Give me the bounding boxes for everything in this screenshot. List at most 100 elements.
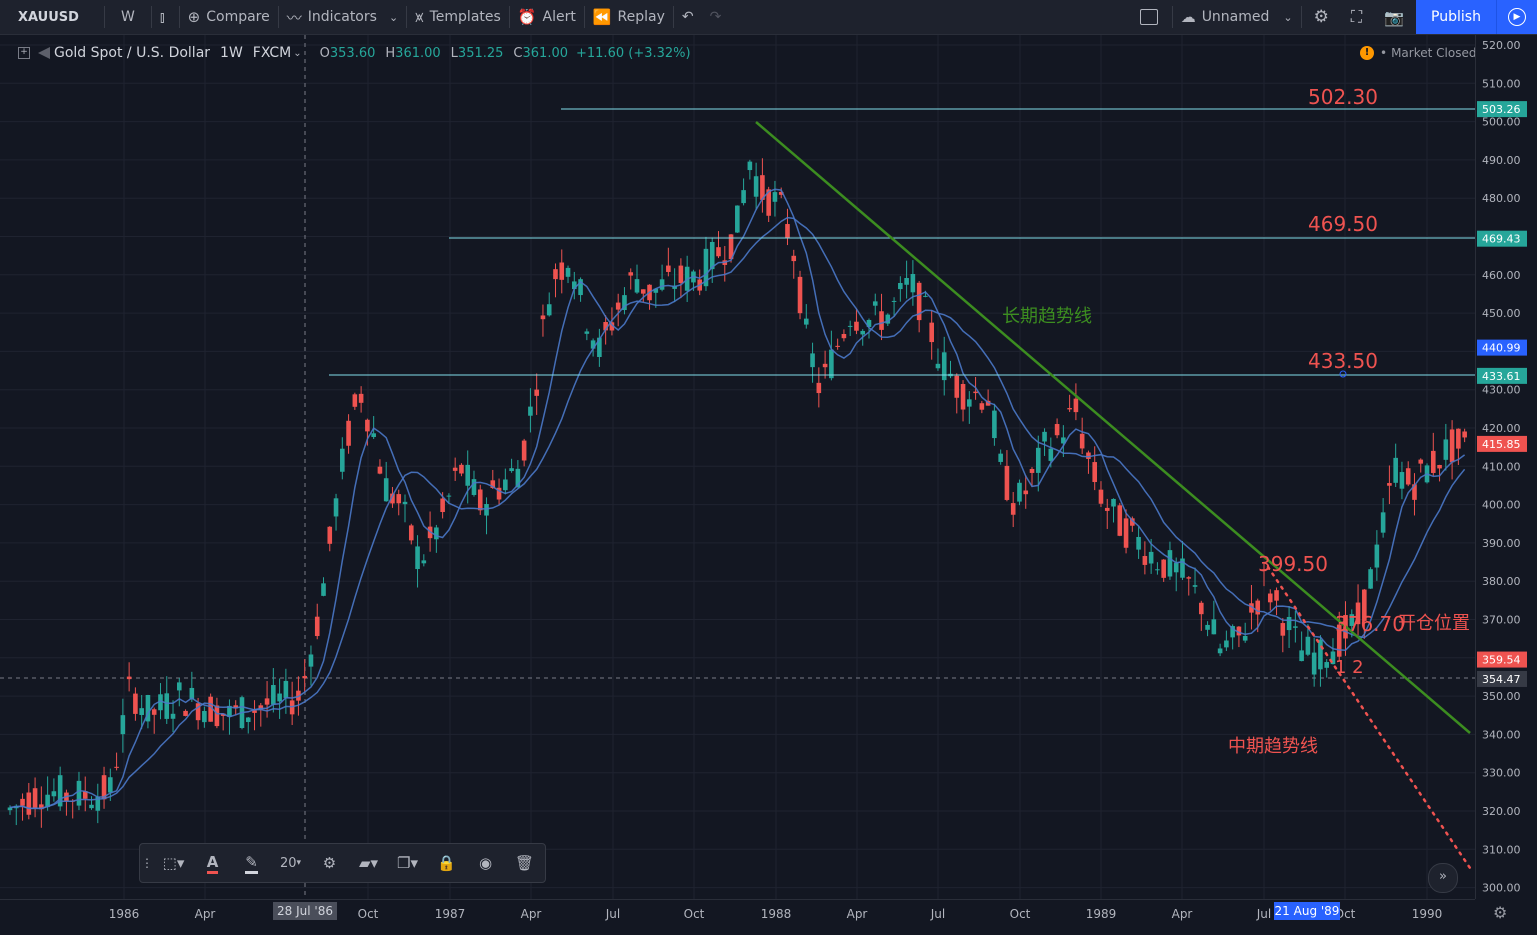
snapshot-button[interactable]: 📷 bbox=[1372, 0, 1416, 34]
expand-icon[interactable]: + bbox=[18, 47, 30, 59]
candle-body bbox=[634, 279, 640, 293]
time-tick: 1989 bbox=[1086, 907, 1117, 921]
trash-icon: 🗑 bbox=[514, 854, 535, 872]
line-color-button[interactable]: ✎ bbox=[232, 844, 271, 882]
undo-button[interactable]: ↶ bbox=[674, 0, 702, 34]
price-badge bbox=[1477, 230, 1527, 247]
candle-body bbox=[358, 393, 364, 403]
candle-body bbox=[51, 791, 57, 797]
candle-body bbox=[1437, 464, 1442, 469]
candle-body bbox=[628, 272, 634, 276]
time-axis[interactable]: 1986 Apr Oct 1987 Apr Jul Oct 1988 Apr Jul Oct 1989… bbox=[0, 899, 1475, 935]
candle-body bbox=[1324, 662, 1329, 668]
candle-body bbox=[1349, 614, 1355, 626]
clone-button[interactable]: ❐▾ bbox=[388, 844, 427, 882]
entry-label: 开仓位置 bbox=[1398, 613, 1470, 634]
lock-button[interactable]: 🔒 bbox=[427, 844, 466, 882]
candle-body bbox=[860, 330, 866, 335]
chevron-down-icon[interactable]: ⌄ bbox=[1283, 10, 1293, 24]
price-axis[interactable]: 520.00510.00500.00490.00480.00470.00460.… bbox=[1475, 35, 1537, 899]
play-button[interactable]: ▶ bbox=[1496, 0, 1537, 34]
redo-button[interactable]: ↷ bbox=[702, 0, 730, 34]
candle-body bbox=[1412, 484, 1417, 500]
chevron-down-icon[interactable]: ⌄ bbox=[388, 10, 399, 24]
template-button[interactable]: ⬚▾ bbox=[154, 844, 193, 882]
candle-body bbox=[772, 192, 778, 202]
candle-body bbox=[666, 265, 671, 272]
axis-settings-button[interactable]: ⚙ bbox=[1493, 903, 1507, 922]
candle-body bbox=[465, 464, 471, 486]
candle-body bbox=[415, 546, 420, 570]
candle-body bbox=[101, 775, 107, 800]
font-size-button[interactable]: 20 ▾ bbox=[271, 844, 310, 882]
candle-body bbox=[7, 807, 13, 811]
candle-body bbox=[490, 480, 496, 488]
scroll-to-realtime-button[interactable]: » bbox=[1428, 863, 1458, 893]
price-badge-label: 354.47 bbox=[1482, 673, 1521, 686]
candle-body bbox=[879, 311, 884, 330]
candle-body bbox=[1318, 639, 1323, 670]
candle-body bbox=[421, 560, 427, 564]
replay-button[interactable]: ⏪ Replay bbox=[585, 0, 673, 34]
candle-body bbox=[559, 262, 565, 280]
candle-body bbox=[145, 695, 151, 722]
publish-button[interactable]: Publish bbox=[1416, 0, 1496, 34]
candle-body bbox=[452, 467, 458, 471]
price-tick: 310.00 bbox=[1482, 843, 1521, 856]
chevron-down-icon[interactable]: ⌄ bbox=[293, 47, 302, 59]
indicators-button[interactable]: 〰 Indicators ⌄ bbox=[279, 0, 406, 34]
delete-button[interactable]: 🗑 bbox=[505, 844, 544, 882]
candle-body bbox=[728, 234, 734, 260]
divider bbox=[406, 6, 408, 28]
candle-body bbox=[1387, 483, 1392, 486]
candle-body bbox=[1462, 431, 1467, 438]
templates-button[interactable]: ⩙ Templates bbox=[407, 0, 509, 34]
candle-body bbox=[785, 224, 790, 239]
candle-body bbox=[1061, 437, 1066, 444]
candle-body bbox=[1211, 619, 1217, 635]
candle-body bbox=[829, 349, 834, 379]
candle-body bbox=[584, 331, 590, 334]
candle-body bbox=[998, 453, 1003, 462]
candle-body bbox=[1374, 544, 1380, 568]
high-label: H bbox=[385, 45, 396, 61]
hide-button[interactable]: ◉ bbox=[466, 844, 505, 882]
layout-button[interactable] bbox=[1126, 0, 1172, 34]
price-tick: 350.00 bbox=[1482, 690, 1521, 703]
fullscreen-button[interactable]: ⛶ bbox=[1341, 0, 1372, 34]
price-tick: 410.00 bbox=[1482, 460, 1521, 473]
symbol-search[interactable]: XAUUSD bbox=[18, 9, 79, 25]
cloud-icon: ☁ bbox=[1180, 8, 1196, 26]
settings-button[interactable]: ⚙ bbox=[1302, 0, 1341, 34]
candle-body bbox=[553, 269, 558, 280]
candle-body bbox=[1098, 489, 1104, 504]
level-label-469: 469.50 bbox=[1308, 212, 1378, 236]
candle-body bbox=[496, 487, 502, 500]
candle-body bbox=[847, 325, 853, 327]
candle-body bbox=[735, 205, 740, 233]
alert-button[interactable]: ⏰ Alert bbox=[510, 0, 584, 34]
alert-label: Alert bbox=[542, 9, 576, 25]
text-color-button[interactable]: A bbox=[193, 844, 232, 882]
interval-button[interactable]: W bbox=[121, 9, 135, 25]
price-chart[interactable]: 502.30 469.50 433.50 399.50 376.70 长期趋势线中期趋势线… bbox=[0, 35, 1475, 899]
copy-icon: ❐▾ bbox=[397, 854, 418, 872]
change-value: +11.60 (+3.32%) bbox=[576, 45, 691, 61]
candle-body bbox=[227, 705, 232, 717]
market-status[interactable]: ! • Market Closed bbox=[1360, 46, 1476, 60]
legend-title[interactable]: Gold Spot / U.S. Dollar bbox=[54, 45, 211, 61]
settings-button[interactable]: ⚙ bbox=[310, 844, 349, 882]
drag-handle[interactable]: ⋮ bbox=[141, 856, 153, 870]
layout-name-button[interactable]: ☁ Unnamed ⌄ bbox=[1173, 0, 1301, 34]
candle-body bbox=[252, 710, 257, 713]
chart-style-button[interactable]: ⫾ bbox=[152, 0, 179, 34]
candle-body bbox=[446, 495, 452, 497]
compare-button[interactable]: ⊕ Compare bbox=[180, 0, 278, 34]
lock-icon: 🔒 bbox=[437, 854, 456, 872]
price-tick: 320.00 bbox=[1482, 805, 1521, 818]
visual-order-button[interactable]: ▰▾ bbox=[349, 844, 388, 882]
candles-icon: ⫾ bbox=[159, 8, 165, 26]
long-trend-label: 长期趋势线 bbox=[1002, 306, 1092, 327]
candle-body bbox=[1336, 624, 1342, 657]
candle-body bbox=[57, 775, 63, 807]
